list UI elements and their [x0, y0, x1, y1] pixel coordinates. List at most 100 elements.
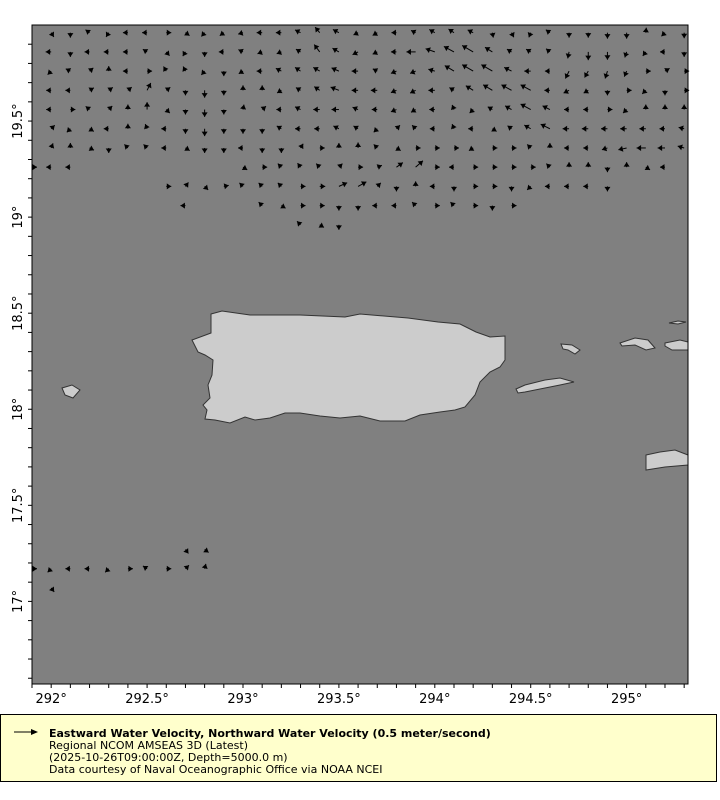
velocity-vector	[142, 48, 149, 55]
velocity-vector	[103, 125, 109, 132]
velocity-vector	[276, 88, 283, 94]
velocity-vector	[84, 48, 90, 55]
velocity-vector	[295, 87, 302, 93]
velocity-vector	[239, 128, 246, 134]
velocity-vector	[473, 202, 479, 209]
velocity-vector	[313, 66, 320, 73]
velocity-vector	[434, 144, 440, 151]
velocity-vector	[238, 68, 245, 75]
velocity-vector	[623, 70, 629, 77]
velocity-vector	[47, 69, 53, 75]
velocity-vector	[277, 182, 284, 189]
velocity-vector	[48, 143, 55, 149]
velocity-vector	[601, 145, 608, 152]
velocity-vector	[164, 86, 171, 93]
velocity-vector	[332, 28, 340, 35]
velocity-vector	[376, 164, 383, 170]
velocity-vector	[415, 160, 424, 168]
velocity-vector	[314, 125, 320, 132]
velocity-vector	[657, 144, 665, 151]
velocity-vector	[259, 85, 266, 91]
velocity-vector	[583, 183, 589, 190]
velocity-vector	[88, 87, 95, 93]
x-tick-label: 294.5°	[509, 692, 553, 707]
y-tick-label: 19°	[11, 206, 26, 229]
velocity-vector	[546, 163, 552, 169]
velocity-vector	[415, 144, 421, 151]
velocity-vector	[46, 87, 52, 94]
velocity-vector	[294, 106, 301, 112]
velocity-vector	[544, 68, 550, 75]
velocity-vector	[352, 106, 359, 112]
velocity-vector	[65, 565, 71, 572]
velocity-vector	[223, 183, 229, 190]
velocity-vector	[146, 82, 152, 91]
velocity-vector	[147, 68, 153, 75]
velocity-vector	[443, 45, 455, 53]
velocity-vector	[88, 126, 95, 132]
velocity-vector	[565, 51, 572, 59]
velocity-vector	[104, 566, 111, 573]
velocity-vector	[220, 128, 227, 134]
velocity-vector	[295, 125, 301, 132]
velocity-vector	[564, 106, 570, 113]
velocity-vector	[358, 164, 364, 171]
velocity-vector	[487, 106, 494, 112]
velocity-vector	[258, 201, 264, 208]
velocity-vector	[546, 142, 553, 148]
velocity-vector	[144, 102, 151, 110]
velocity-vector	[46, 106, 52, 113]
velocity-vector	[642, 50, 648, 57]
y-tick-label: 17°	[11, 590, 26, 613]
velocity-vector	[65, 68, 72, 74]
velocity-vector	[448, 28, 455, 34]
velocity-vector	[661, 30, 667, 37]
velocity-vector	[506, 48, 513, 55]
velocity-vector	[259, 147, 266, 153]
velocity-vector	[581, 125, 589, 132]
legend: Eastward Water Velocity, Northward Water…	[0, 714, 717, 782]
velocity-vector	[262, 164, 268, 171]
velocity-vector	[161, 144, 167, 151]
velocity-vector	[540, 123, 551, 130]
velocity-vector	[564, 70, 571, 79]
velocity-vector	[240, 104, 247, 110]
legend-time-depth: (2025-10-26T09:00:00Z, Depth=5000.0 m)	[49, 751, 288, 764]
velocity-vector	[48, 31, 55, 38]
velocity-vector	[295, 48, 302, 55]
velocity-vector	[467, 29, 474, 35]
velocity-vector	[103, 48, 109, 55]
velocity-vector	[84, 565, 90, 572]
velocity-vector	[237, 144, 243, 151]
velocity-vector	[67, 32, 74, 38]
velocity-vector	[429, 29, 436, 35]
velocity-vector	[509, 31, 515, 38]
velocity-vector	[276, 49, 283, 55]
velocity-vector	[182, 90, 189, 96]
st-thomas-island	[619, 337, 656, 351]
velocity-vector	[278, 147, 285, 153]
velocity-vector	[220, 109, 227, 115]
velocity-vector	[65, 164, 71, 171]
velocity-vector	[87, 67, 94, 74]
velocity-vector	[201, 109, 208, 117]
velocity-vector	[319, 144, 325, 151]
velocity-vector	[434, 202, 440, 209]
velocity-vector	[410, 107, 417, 113]
velocity-vector	[527, 32, 534, 38]
velocity-vector	[164, 107, 171, 114]
velocity-vector	[276, 125, 283, 131]
velocity-vector	[335, 224, 342, 230]
velocity-vector	[220, 90, 227, 96]
velocity-vector	[564, 144, 570, 151]
velocity-vector	[203, 547, 209, 553]
velocity-vector	[583, 88, 590, 94]
velocity-vector	[238, 48, 244, 55]
velocity-vector	[276, 106, 282, 113]
velocity-vector	[390, 107, 397, 113]
velocity-vector	[429, 183, 435, 190]
velocity-vector	[297, 162, 303, 169]
velocity-vector	[681, 32, 688, 39]
velocity-vector	[511, 144, 517, 151]
velocity-vector	[451, 123, 457, 130]
